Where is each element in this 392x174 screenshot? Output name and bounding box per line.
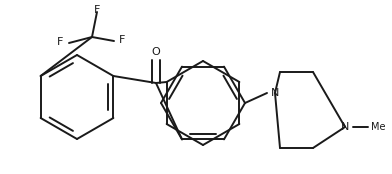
Text: F: F [57,37,63,47]
Text: Me: Me [371,122,385,132]
Text: O: O [152,47,160,57]
Text: F: F [94,5,100,15]
Text: N: N [271,88,279,98]
Text: F: F [119,35,125,45]
Text: N: N [341,122,349,132]
